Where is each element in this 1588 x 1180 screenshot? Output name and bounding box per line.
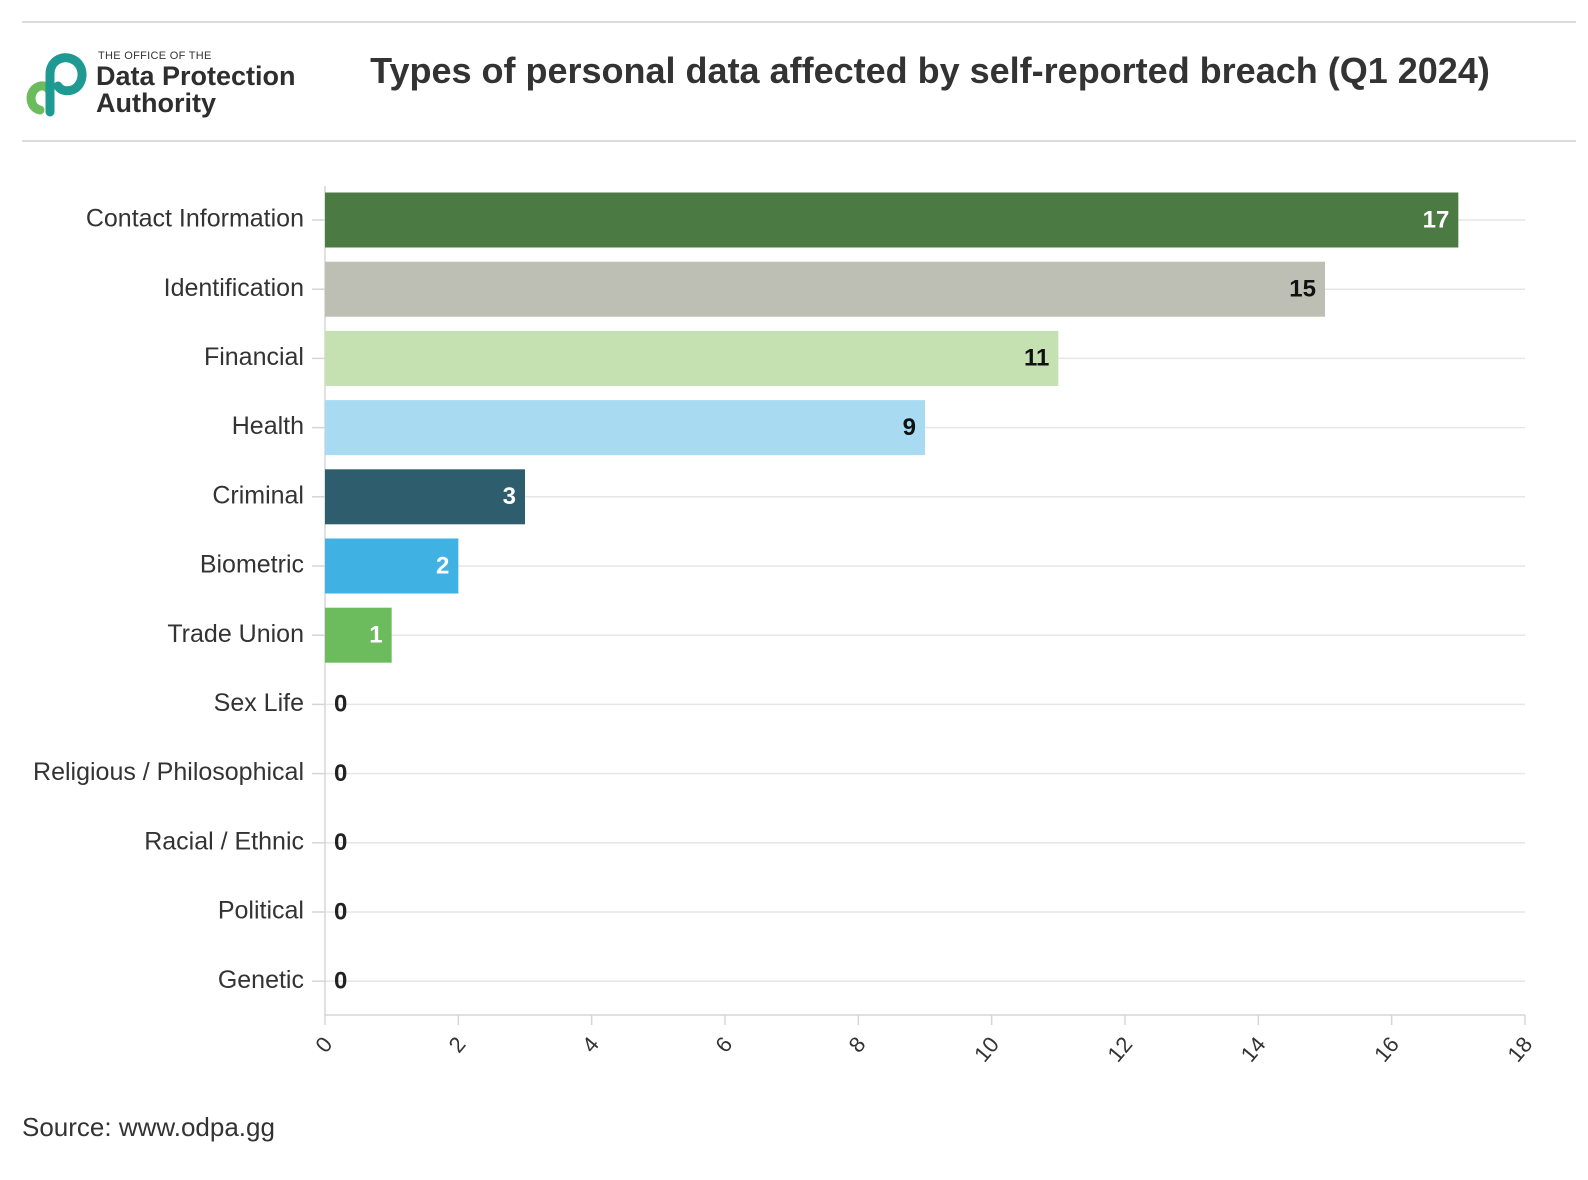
x-tick-label: 10 bbox=[969, 1032, 1004, 1067]
value-label: 17 bbox=[1423, 206, 1450, 233]
category-label: Political bbox=[218, 897, 304, 925]
x-tick-label: 12 bbox=[1102, 1032, 1137, 1067]
x-tick-label: 0 bbox=[310, 1032, 337, 1057]
category-label: Financial bbox=[204, 343, 304, 371]
category-label: Biometric bbox=[200, 551, 304, 579]
bar bbox=[325, 261, 1325, 317]
x-tick-label: 16 bbox=[1369, 1032, 1404, 1067]
x-tick-label: 4 bbox=[577, 1032, 604, 1057]
category-label: Racial / Ethnic bbox=[144, 827, 304, 855]
x-tick-label: 8 bbox=[844, 1032, 871, 1057]
chart-title: Types of personal data affected by self-… bbox=[370, 50, 1490, 91]
value-label: 0 bbox=[334, 760, 347, 787]
category-label: Identification bbox=[164, 274, 304, 302]
x-tick-label: 6 bbox=[710, 1032, 737, 1057]
bar bbox=[325, 607, 392, 663]
value-label: 1 bbox=[369, 622, 382, 649]
value-label: 0 bbox=[334, 968, 347, 995]
category-label: Health bbox=[232, 412, 304, 440]
category-label: Genetic bbox=[218, 966, 304, 994]
x-tick-label: 18 bbox=[1502, 1032, 1537, 1067]
bar bbox=[325, 330, 1059, 386]
value-label: 15 bbox=[1289, 276, 1316, 303]
value-label: 2 bbox=[436, 552, 449, 579]
logo-name-line-2: Authority bbox=[96, 88, 216, 118]
top-divider bbox=[22, 21, 1576, 23]
odpa-logo-icon bbox=[26, 53, 87, 117]
value-label: 0 bbox=[334, 829, 347, 856]
bar bbox=[325, 400, 925, 456]
header-divider bbox=[22, 140, 1576, 142]
value-label: 0 bbox=[334, 898, 347, 925]
bar bbox=[325, 469, 525, 525]
logo-name-line-1: Data Protection bbox=[96, 61, 296, 91]
x-tick-label: 2 bbox=[444, 1032, 471, 1057]
bar bbox=[325, 192, 1459, 248]
category-label: Criminal bbox=[212, 481, 304, 509]
value-label: 9 bbox=[903, 414, 916, 441]
x-tick-label: 14 bbox=[1236, 1032, 1271, 1067]
category-label: Contact Information bbox=[86, 205, 304, 233]
bar bbox=[325, 538, 459, 594]
category-label: Religious / Philosophical bbox=[33, 758, 304, 786]
value-label: 3 bbox=[503, 483, 516, 510]
odpa-logo: THE OFFICE OF THE Data Protection Author… bbox=[26, 46, 301, 124]
source-note: Source: www.odpa.gg bbox=[22, 1112, 275, 1142]
category-label: Trade Union bbox=[167, 620, 304, 648]
value-label: 0 bbox=[334, 691, 347, 718]
category-label: Sex Life bbox=[214, 689, 304, 717]
value-label: 11 bbox=[1024, 345, 1049, 372]
logo-caption: THE OFFICE OF THE bbox=[98, 50, 212, 62]
